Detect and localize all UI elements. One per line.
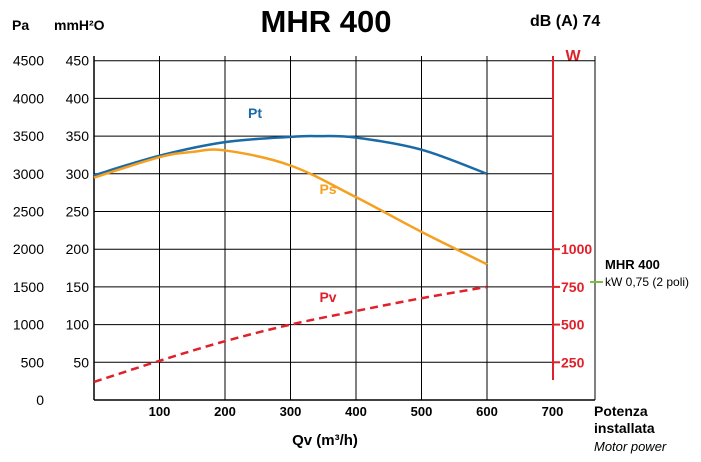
y-tick-label-watt: 750 xyxy=(561,279,585,295)
series-pv-label: Pv xyxy=(319,289,336,305)
tick-labels: 100 200 300 400 500 600 700 0 500 1000 1500 2000 250… xyxy=(13,53,593,419)
y-tick-label-pa: 0 xyxy=(36,392,44,408)
motor-model: MHR 400 xyxy=(605,257,660,272)
series-pv-line xyxy=(93,285,488,384)
x-tick-label: 400 xyxy=(345,404,367,419)
y-tick-label-watt: 1000 xyxy=(561,241,592,257)
y-tick-label-mmh2o: 50 xyxy=(73,354,89,370)
x-tick-label: 200 xyxy=(214,404,236,419)
watt-unit-label: W xyxy=(565,48,581,65)
series-ps-label: Ps xyxy=(319,181,336,197)
axes xyxy=(93,56,596,401)
power-label-en: Motor power xyxy=(594,439,667,454)
y-tick-label-mmh2o: 250 xyxy=(66,204,90,220)
chart-title: MHR 400 xyxy=(261,4,392,39)
mmh2o-unit-label: mmH²O xyxy=(54,17,105,33)
noise-level-label: dB (A) 74 xyxy=(530,13,600,30)
y-tick-label-pa: 1500 xyxy=(13,279,44,295)
series-layer: Pt Ps Pv xyxy=(93,105,488,384)
y-tick-label-watt: 500 xyxy=(561,317,585,333)
x-tick-label: 500 xyxy=(411,404,433,419)
y-tick-label-mmh2o: 400 xyxy=(66,90,90,106)
x-axis-label: Qv (m³/h) xyxy=(292,432,358,449)
y-tick-label-pa: 2500 xyxy=(13,204,44,220)
motor-spec: kW 0,75 (2 poli) xyxy=(605,275,689,289)
y-tick-label-pa: 4000 xyxy=(13,90,44,106)
y-tick-label-pa: 4500 xyxy=(13,53,44,69)
y-tick-label-mmh2o: 350 xyxy=(66,128,90,144)
y-tick-label-watt: 250 xyxy=(561,354,585,370)
x-tick-label: 600 xyxy=(476,404,498,419)
series-ps-line xyxy=(93,148,488,266)
pa-unit-label: Pa xyxy=(12,17,29,33)
y-tick-label-mmh2o: 450 xyxy=(66,53,90,69)
grid xyxy=(94,56,595,400)
y-tick-label-mmh2o: 200 xyxy=(66,241,90,257)
y-tick-label-pa: 1000 xyxy=(13,317,44,333)
y-tick-label-mmh2o: 150 xyxy=(66,279,90,295)
series-pt-label: Pt xyxy=(248,105,262,121)
y-tick-label-pa: 2000 xyxy=(13,241,44,257)
power-label-line2: installata xyxy=(594,420,655,436)
y-tick-label-pa: 500 xyxy=(21,354,45,370)
series-pt-line xyxy=(93,134,488,177)
power-label-line1: Potenza xyxy=(594,403,648,419)
y-tick-label-mmh2o: 100 xyxy=(66,317,90,333)
x-tick-label: 300 xyxy=(280,404,302,419)
y-tick-label-mmh2o: 300 xyxy=(66,166,90,182)
y-tick-label-pa: 3500 xyxy=(13,128,44,144)
x-tick-label: 700 xyxy=(542,404,564,419)
y-tick-label-pa: 3000 xyxy=(13,166,44,182)
x-tick-label: 100 xyxy=(149,404,171,419)
